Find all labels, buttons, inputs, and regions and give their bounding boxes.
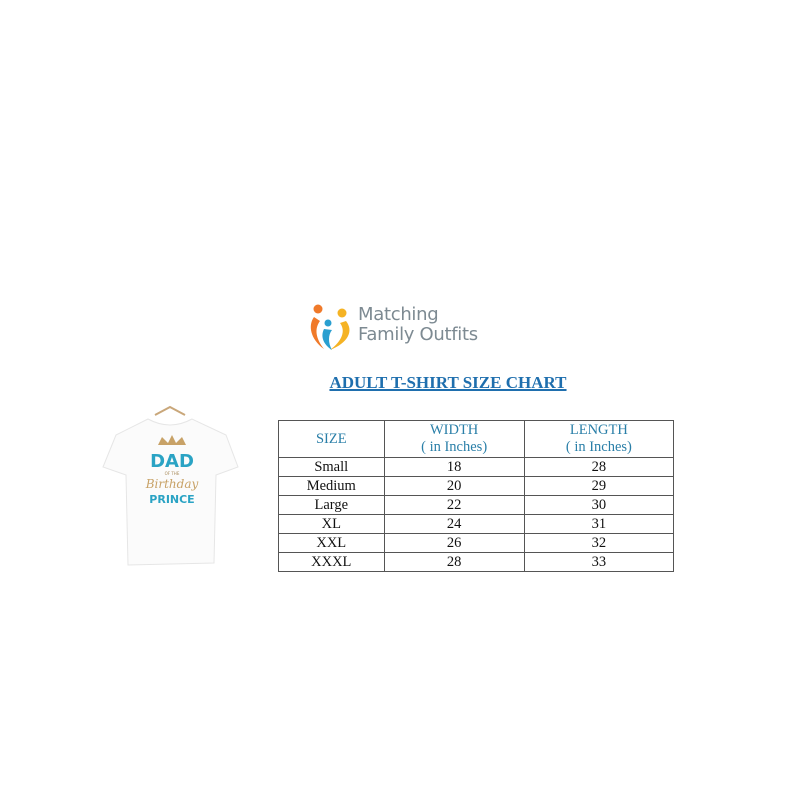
size-chart-table: SIZE WIDTH( in Inches) LENGTH( in Inches… — [278, 420, 675, 572]
size-cell: XXXL — [278, 552, 385, 572]
length-cell: 29 — [523, 476, 675, 496]
logo-line-1: Matching — [358, 304, 439, 325]
page-title: ADULT T-SHIRT SIZE CHART — [329, 373, 567, 392]
family-heart-icon — [310, 304, 350, 350]
length-cell: 32 — [523, 533, 675, 553]
shirt-text-of-the: OF THE — [165, 471, 180, 476]
table-row: Small 18 28 — [278, 457, 675, 477]
table-row: XXXL 28 33 — [278, 552, 675, 572]
header-width: WIDTH( in Inches) — [383, 420, 525, 458]
size-cell: Large — [278, 495, 385, 515]
table-row: XL 24 31 — [278, 514, 675, 534]
length-cell: 31 — [523, 514, 675, 534]
width-cell: 24 — [383, 514, 525, 534]
width-cell: 26 — [383, 533, 525, 553]
table-row: Medium 20 29 — [278, 476, 675, 496]
header-length: LENGTH( in Inches) — [523, 420, 675, 458]
width-cell: 22 — [383, 495, 525, 515]
shirt-text-dad: DAD — [150, 451, 194, 472]
length-cell: 33 — [523, 552, 675, 572]
size-cell: Small — [278, 457, 385, 477]
table-row: XXL 26 32 — [278, 533, 675, 553]
tshirt-image: DAD OF THE Birthday PRINCE — [102, 405, 239, 566]
shirt-text-prince: PRINCE — [149, 493, 194, 506]
brand-logo: Matching Family Outfits — [308, 303, 498, 353]
size-cell: XL — [278, 514, 385, 534]
table-row: Large 22 30 — [278, 495, 675, 515]
length-cell: 30 — [523, 495, 675, 515]
length-cell: 28 — [523, 457, 675, 477]
header-size: SIZE — [278, 420, 385, 458]
size-cell: XXL — [278, 533, 385, 553]
width-cell: 18 — [383, 457, 525, 477]
logo-line-2: Family Outfits — [358, 324, 478, 345]
size-cell: Medium — [278, 476, 385, 496]
shirt-text-birthday: Birthday — [145, 477, 199, 491]
table-header-row: SIZE WIDTH( in Inches) LENGTH( in Inches… — [278, 420, 675, 458]
width-cell: 28 — [383, 552, 525, 572]
width-cell: 20 — [383, 476, 525, 496]
